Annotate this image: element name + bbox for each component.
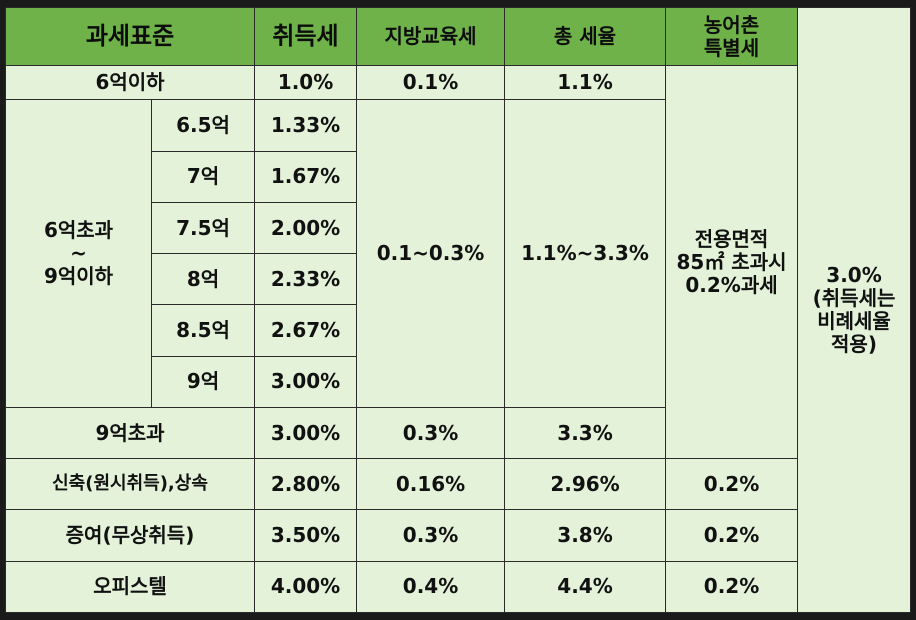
header-total-rate: 총 세율 — [504, 6, 667, 67]
table-row: 신축(원시취득),상속 2.80% 0.16% 2.96% 0.2% — [4, 458, 911, 511]
row-label-under-600m: 6억이하 — [4, 65, 256, 101]
acq-new-inheritance: 2.80% — [254, 458, 358, 511]
row-label-officetel: 오피스텔 — [4, 560, 256, 614]
header-row: 과세표준 취득세 지방교육세 총 세율 농어촌 특별세 3.0% (취득세는 비… — [4, 6, 912, 613]
rural-gift: 0.2% — [665, 509, 799, 562]
header-rural-special-tax: 농어촌 특별세 — [665, 6, 799, 67]
acq-under-600m: 1.0% — [254, 65, 358, 101]
table-row: 9억 3.00% — [6, 355, 911, 408]
total-gift: 3.8% — [504, 509, 667, 562]
sub-label: 9억 — [150, 355, 256, 408]
header-acquisition-tax: 취득세 — [254, 6, 358, 67]
rural-note-cell: 전용면적 85㎡ 초과시 0.2%과세 — [665, 65, 799, 460]
total-600-900m: 1.1%~3.3% — [504, 99, 667, 408]
sub-acq: 2.00% — [254, 201, 358, 255]
rural-new-inheritance: 0.2% — [665, 458, 799, 511]
sub-label: 7.5억 — [150, 201, 256, 255]
table-row: 6억이하 1.0% 0.1% 1.1% 전용면적 85㎡ 초과시 0.2%과세 — [4, 65, 911, 460]
row-label-600-900m: 6억초과 ~ 9억이하 — [5, 99, 152, 408]
edu-gift: 0.3% — [356, 509, 506, 562]
rural-officetel: 0.2% — [665, 560, 799, 614]
table-row: 8억 2.33% — [6, 253, 911, 306]
acq-gift: 3.50% — [254, 509, 358, 562]
sub-label: 8.5억 — [150, 304, 256, 357]
rightmost-note-cell: 3.0% (취득세는 비례세율 적용) — [797, 7, 912, 613]
sub-label: 6.5억 — [150, 99, 256, 152]
header-local-education-tax: 지방교육세 — [356, 6, 506, 67]
sub-acq: 1.33% — [254, 99, 358, 152]
row-label-gift: 증여(무상취득) — [4, 509, 256, 562]
total-over-900m: 3.3% — [504, 406, 667, 460]
header-tax-base: 과세표준 — [4, 6, 256, 67]
edu-new-inheritance: 0.16% — [356, 458, 506, 511]
sub-acq: 1.67% — [254, 150, 358, 203]
sub-label: 7억 — [150, 150, 256, 203]
edu-over-900m: 0.3% — [356, 406, 506, 460]
total-new-inheritance: 2.96% — [504, 458, 667, 511]
table-row: 증여(무상취득) 3.50% 0.3% 3.8% 0.2% — [4, 509, 911, 562]
sub-acq: 2.33% — [254, 253, 358, 306]
acq-over-900m: 3.00% — [254, 406, 358, 460]
edu-600-900m: 0.1~0.3% — [356, 99, 506, 408]
edu-under-600m: 0.1% — [356, 65, 506, 101]
acq-officetel: 4.00% — [254, 560, 358, 614]
sub-acq: 2.67% — [254, 304, 358, 357]
table-row: 7억 1.67% — [6, 150, 911, 203]
total-officetel: 4.4% — [504, 560, 667, 614]
total-under-600m: 1.1% — [504, 65, 667, 101]
sub-label: 8억 — [150, 253, 256, 306]
table-row: 8.5억 2.67% — [6, 304, 911, 357]
row-label-new-inheritance: 신축(원시취득),상속 — [4, 458, 256, 511]
table-row: 6억초과 ~ 9억이하 6.5억 1.33% 0.1~0.3% 1.1%~3.3… — [5, 99, 911, 408]
table-row: 오피스텔 4.00% 0.4% 4.4% 0.2% — [4, 560, 911, 614]
tax-rate-table: 과세표준 취득세 지방교육세 총 세율 농어촌 특별세 3.0% (취득세는 비… — [4, 6, 912, 614]
edu-officetel: 0.4% — [356, 560, 506, 614]
row-label-over-900m: 9억초과 — [4, 406, 256, 460]
sub-acq: 3.00% — [254, 355, 358, 408]
